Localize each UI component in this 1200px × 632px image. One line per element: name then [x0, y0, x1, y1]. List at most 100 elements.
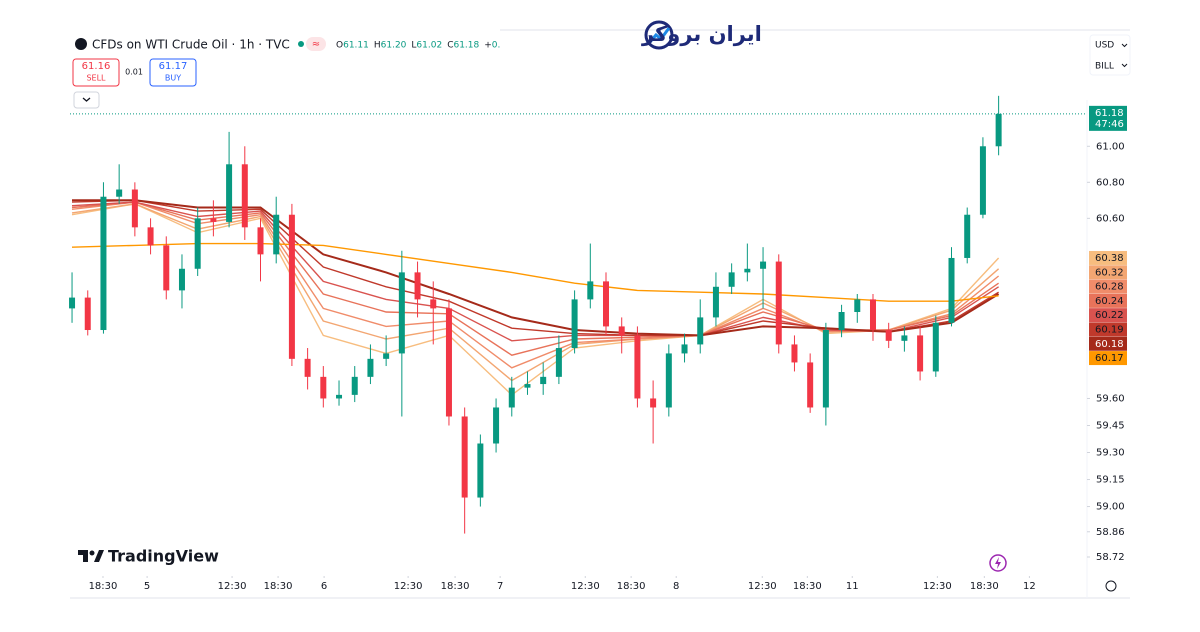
sell-price: 61.16	[82, 61, 111, 72]
candle-body	[697, 317, 704, 345]
ohlc-value: 0.	[492, 41, 501, 51]
x-tick-label: 12:30	[923, 581, 952, 592]
candle-body	[603, 281, 610, 327]
platform-glyph-dot	[89, 550, 95, 556]
candle-body	[414, 272, 421, 300]
candle-body	[508, 387, 515, 408]
x-tick-label: 6	[321, 581, 327, 592]
ma-line	[71, 201, 999, 342]
x-tick-label: 18:30	[617, 581, 646, 592]
ma-badge	[1089, 336, 1127, 351]
buy-box[interactable]	[149, 58, 197, 87]
collapse-button[interactable]	[73, 91, 100, 109]
candle-body	[336, 394, 343, 399]
candle-body	[948, 257, 955, 323]
ohlc-value: 61.20	[381, 41, 407, 51]
ohlc-key: C	[447, 41, 453, 51]
y-tick-label: 59.30	[1096, 448, 1125, 459]
status-pill[interactable]	[306, 37, 326, 51]
ohlc-value: 61.02	[416, 41, 442, 51]
candle-body	[634, 335, 641, 399]
ma-badge-label: 60.32	[1095, 267, 1124, 278]
ma-badge	[1089, 293, 1127, 308]
buy-button[interactable]: 61.17 BUY	[149, 58, 197, 87]
y-tick-label: 60.80	[1096, 177, 1125, 188]
currency-box[interactable]	[1089, 34, 1131, 76]
ohlc-value: 61.18	[453, 41, 479, 51]
x-tick-label: 7	[497, 581, 503, 592]
candle-body	[885, 330, 892, 341]
ohlc-key: H	[374, 41, 381, 51]
settings-icon[interactable]	[1105, 580, 1117, 592]
sell-box[interactable]	[72, 58, 120, 87]
alert-bolt	[995, 557, 1001, 569]
candle-body	[838, 312, 845, 331]
brand-logo: ایران بروکر	[641, 20, 762, 50]
candle-body	[791, 344, 798, 363]
candle-body	[367, 358, 374, 377]
candle-body	[540, 376, 547, 385]
brand-text: ایران بروکر	[641, 22, 762, 46]
candle-body	[728, 272, 735, 287]
x-tick-label: 12:30	[748, 581, 777, 592]
candle-body	[461, 416, 468, 498]
ohlc-key: L	[411, 41, 416, 51]
candle-body	[116, 189, 123, 197]
y-tick-label: 58.86	[1096, 527, 1125, 538]
sell-button[interactable]: 61.16 SELL	[72, 58, 120, 87]
ma-badge-label: 60.18	[1095, 339, 1124, 350]
candle-body	[555, 348, 562, 377]
candle-body	[665, 353, 672, 408]
y-tick-label: 61.00	[1096, 141, 1125, 152]
x-tick-label: 8	[673, 581, 679, 592]
platform-logo: TradingView	[78, 547, 219, 566]
y-tick-label: 58.72	[1096, 552, 1125, 563]
brand-icon	[644, 20, 674, 50]
candle-body	[226, 164, 233, 222]
ma-badge	[1089, 265, 1127, 280]
candle-body	[351, 376, 358, 395]
candle-body	[257, 227, 264, 255]
x-tick-label: 18:30	[970, 581, 999, 592]
ma-badge-label: 60.17	[1095, 353, 1124, 364]
x-tick-label: 18:30	[89, 581, 118, 592]
candle-body	[210, 218, 217, 222]
candle-body	[131, 189, 138, 228]
candle-body	[964, 214, 971, 258]
ohlc-key: +	[484, 41, 492, 51]
ma-badge-label: 60.28	[1095, 282, 1124, 293]
candle-body	[854, 299, 861, 313]
ma-badge-label: 60.38	[1095, 253, 1124, 264]
ma-line	[71, 242, 999, 302]
market-status[interactable]	[298, 41, 304, 47]
candle-body	[901, 335, 908, 341]
countdown: 47:46	[1095, 119, 1124, 130]
candle-body	[194, 218, 201, 269]
x-tick-label: 12:30	[394, 581, 423, 592]
candle-body	[869, 299, 876, 331]
candle-body	[917, 335, 924, 372]
brand-arrow	[648, 27, 671, 43]
candle-body	[304, 358, 311, 377]
y-tick-label: 60.60	[1096, 213, 1125, 224]
candle-body	[744, 268, 751, 273]
ma-badge-label: 60.22	[1095, 310, 1124, 321]
plot-area: 61.00 60.80 60.60 59.60 59.45 59.30 59.15 59.00…	[69, 95, 1127, 592]
candle-body	[445, 308, 452, 417]
buy-price: 61.17	[159, 61, 188, 72]
ohlc-readout: O 61.11 H 61.20 L 61.02 C 61.18 +0.	[336, 41, 500, 51]
ma-badge	[1089, 250, 1127, 265]
symbol-title: CFDs on WTI Crude Oil · 1h · TVC	[92, 38, 290, 52]
candle-body	[760, 261, 767, 269]
x-tick-label: 18:30	[264, 581, 293, 592]
spread: 0.01	[125, 68, 143, 77]
x-tick-label: 11	[846, 581, 859, 592]
alert-icon[interactable]	[989, 554, 1007, 572]
buy-label: BUY	[165, 74, 181, 83]
platform-glyph-slash	[94, 550, 104, 562]
platform-name: TradingView	[108, 547, 219, 566]
ma-badge	[1089, 279, 1127, 294]
currency: USD	[1095, 41, 1114, 51]
